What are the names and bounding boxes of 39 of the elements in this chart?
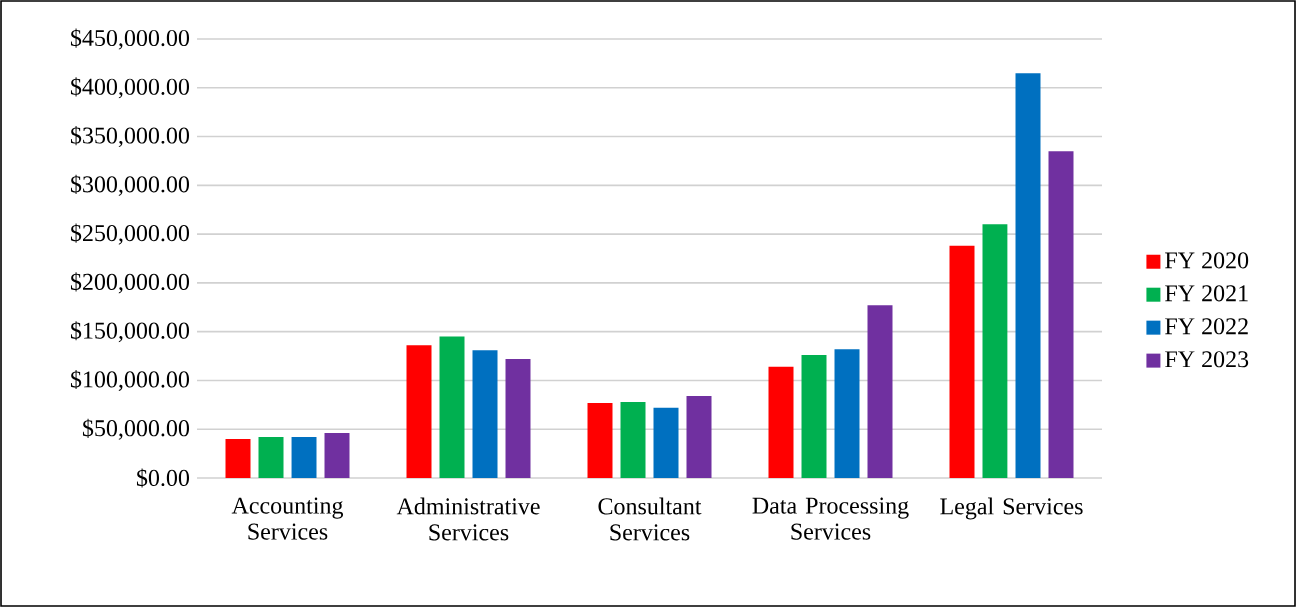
- bar: [620, 401, 646, 478]
- bar: [587, 402, 613, 478]
- y-tick-label: $100,000.00: [70, 369, 190, 391]
- y-tick-label: $400,000.00: [70, 77, 190, 99]
- x-tick-label: Legal Services: [940, 497, 1083, 520]
- bar: [472, 350, 498, 478]
- y-tick-label: $200,000.00: [70, 272, 190, 294]
- y-tick-label: $450,000.00: [70, 28, 190, 50]
- y-tick-label: $50,000.00: [82, 418, 190, 440]
- y-tick-label: $350,000.00: [70, 126, 190, 148]
- bar: [949, 245, 975, 478]
- y-tick-label: $150,000.00: [70, 321, 190, 343]
- x-tick-label: Administrative Services: [396, 497, 540, 541]
- bar: [505, 358, 531, 478]
- legend-label: FY 2022: [1165, 318, 1248, 335]
- bar: [768, 366, 794, 478]
- bar: [686, 396, 712, 478]
- legend-label: FY 2023: [1165, 351, 1249, 368]
- x-tick-label: Consultant Services: [598, 497, 702, 541]
- x-tick-label: Data Processing Services: [752, 497, 909, 540]
- y-tick-label: $300,000.00: [70, 174, 190, 196]
- bar: [406, 345, 432, 478]
- x-tick-label: Accounting Services: [231, 497, 344, 540]
- bar: [258, 437, 284, 478]
- y-tick-label: $250,000.00: [70, 223, 190, 245]
- bar: [291, 437, 317, 478]
- bar: [867, 305, 893, 478]
- bar: [801, 355, 827, 478]
- bar: [653, 407, 679, 478]
- bar: [225, 438, 251, 478]
- legend-label: FY 2020: [1165, 252, 1249, 269]
- bar: [439, 336, 465, 478]
- legend-label: FY 2021: [1165, 285, 1248, 302]
- bar: [1048, 151, 1074, 478]
- bar: [982, 224, 1008, 478]
- bar: [1015, 73, 1041, 478]
- bar: [324, 433, 350, 478]
- bar: [834, 349, 860, 478]
- y-tick-label: $0.00: [136, 468, 190, 488]
